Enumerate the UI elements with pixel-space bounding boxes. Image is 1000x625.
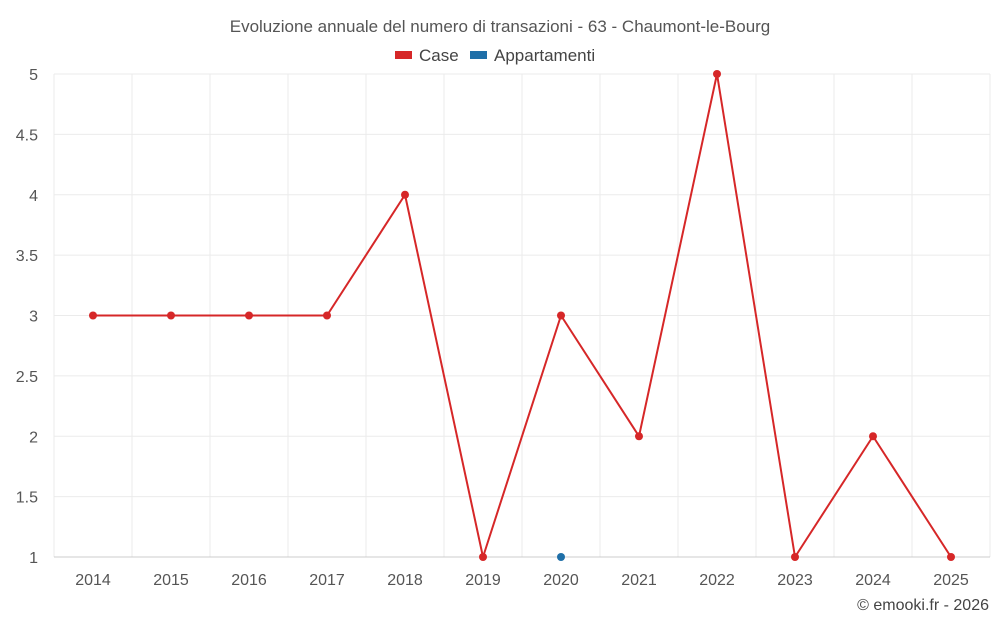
- x-tick-label: 2018: [387, 572, 423, 589]
- data-point-case-2021: [635, 432, 643, 441]
- legend-swatch-appartamenti: [470, 51, 487, 59]
- x-tick-label: 2021: [621, 572, 657, 589]
- x-tick-label: 2024: [855, 572, 891, 589]
- data-point-case-2014: [89, 311, 97, 320]
- data-point-case-2024: [869, 432, 877, 441]
- x-tick-label: 2015: [153, 572, 189, 589]
- data-point-case-2020: [557, 311, 565, 320]
- series-layer: [89, 70, 955, 561]
- y-tick-label: 3: [29, 309, 38, 326]
- legend-label-case[interactable]: Case: [419, 46, 459, 65]
- y-tick-label: 2.5: [16, 369, 38, 386]
- x-tick-label: 2020: [543, 572, 579, 589]
- data-point-case-2015: [167, 311, 175, 320]
- legend-label-appartamenti[interactable]: Appartamenti: [494, 46, 595, 65]
- legend-swatch-case: [395, 51, 412, 59]
- x-tick-label: 2014: [75, 572, 111, 589]
- data-point-appartamenti-2020: [557, 553, 565, 561]
- y-tick-label: 4: [29, 188, 38, 205]
- data-point-case-2018: [401, 190, 409, 199]
- credit-text: © emooki.fr - 2026: [857, 597, 989, 614]
- x-tick-label: 2023: [777, 572, 813, 589]
- x-tick-label: 2019: [465, 572, 501, 589]
- data-point-case-2016: [245, 311, 253, 320]
- data-point-case-2022: [713, 70, 721, 78]
- data-point-case-2017: [323, 311, 331, 320]
- series-line-case: [93, 73, 952, 558]
- data-point-case-2019: [479, 553, 487, 561]
- y-tick-label: 3.5: [16, 248, 38, 265]
- y-tick-label: 2: [29, 429, 38, 446]
- y-tick-label: 1: [29, 550, 38, 567]
- x-axis-ticks: 2014 2015 2016 2017 2018 2019 2020 2021 2022 2023…: [75, 572, 969, 589]
- x-tick-label: 2016: [231, 572, 267, 589]
- legend: Case Appartamenti: [395, 46, 595, 65]
- data-point-case-2023: [791, 553, 799, 561]
- x-tick-label: 2025: [933, 572, 969, 589]
- x-tick-label: 2022: [699, 572, 735, 589]
- chart-title: Evoluzione annuale del numero di transaz…: [230, 17, 771, 36]
- y-axis-ticks: 1 1.5 2 2.5 3 3.5 4 4.5 5: [16, 67, 38, 567]
- y-tick-label: 1.5: [16, 490, 38, 507]
- x-tick-label: 2017: [309, 572, 345, 589]
- y-tick-label: 5: [29, 67, 38, 84]
- y-tick-label: 4.5: [16, 127, 38, 144]
- data-point-case-2025: [947, 553, 955, 561]
